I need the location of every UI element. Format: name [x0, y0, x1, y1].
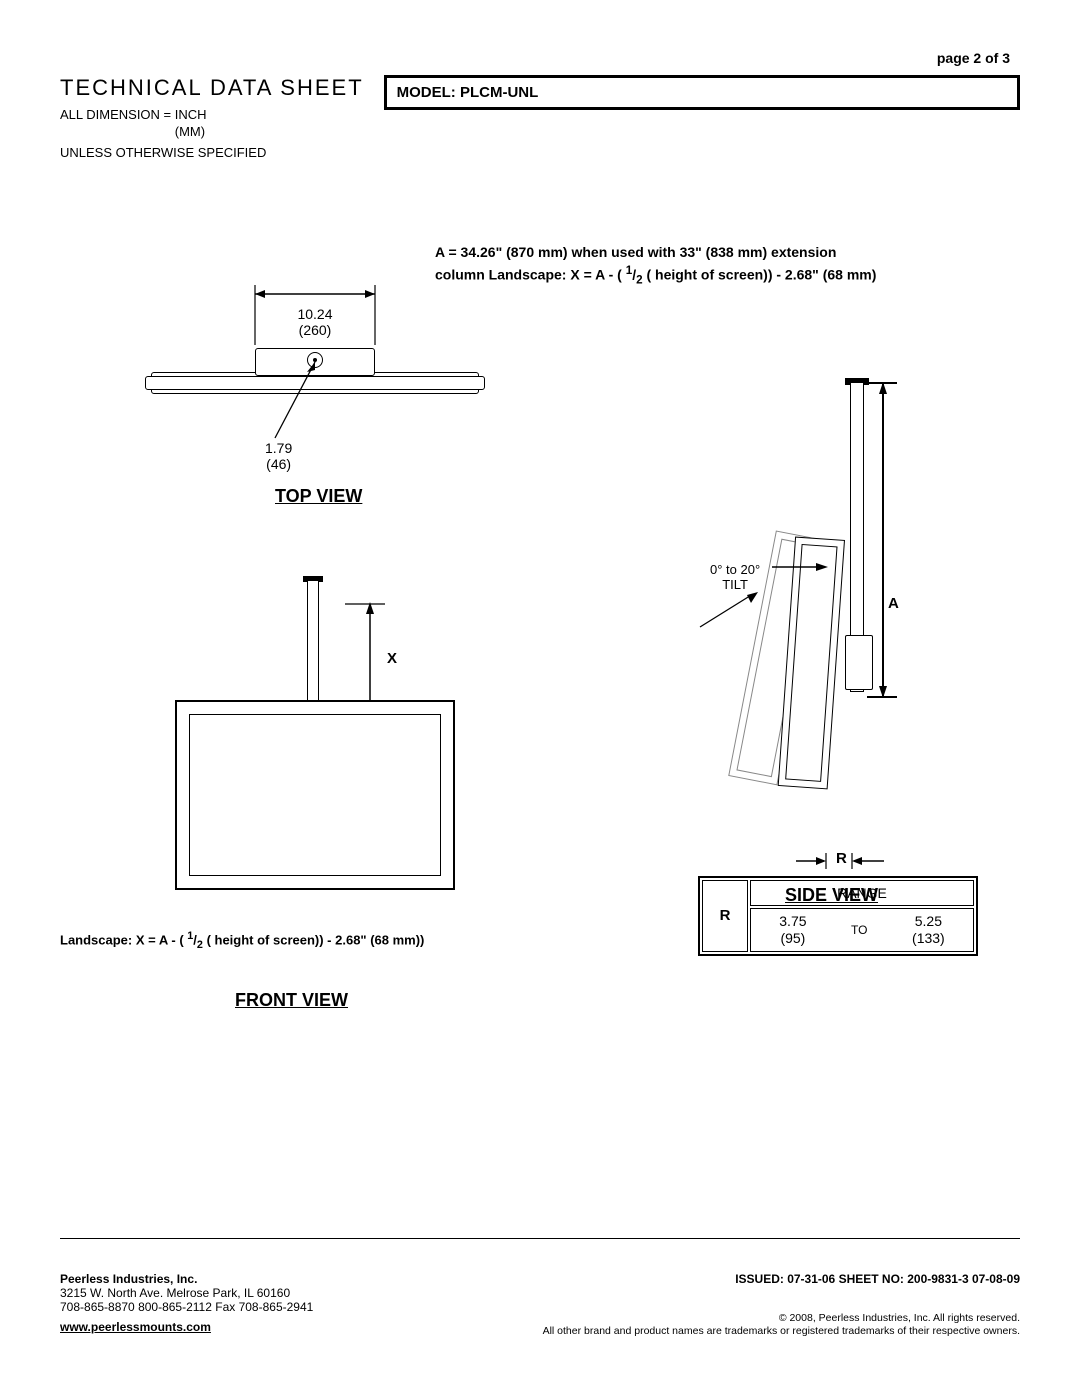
- tilt-text: TILT: [722, 577, 748, 592]
- tilt-label: 0° to 20° TILT: [710, 562, 760, 592]
- note-line1: A = 34.26" (870 mm) when used with 33" (…: [435, 244, 836, 260]
- x-label: X: [387, 650, 397, 667]
- dim-prefix: ALL DIMENSION =: [60, 107, 175, 122]
- frac-num: 1: [187, 930, 193, 942]
- dim-arrow-icon: [875, 382, 891, 702]
- footer-left: Peerless Industries, Inc. 3215 W. North …: [60, 1272, 313, 1339]
- top-view-label: TOP VIEW: [275, 486, 362, 507]
- footer-right: ISSUED: 07-31-06 SHEET NO: 200-9831-3 07…: [543, 1272, 1020, 1339]
- landscape-note: Landscape: X = A - ( 1/2 ( height of scr…: [60, 930, 530, 951]
- range-low-in: 3.75: [779, 913, 806, 929]
- footer: Peerless Industries, Inc. 3215 W. North …: [60, 1272, 1020, 1339]
- side-view: 0° to 20° TILT A: [660, 380, 990, 940]
- landscape-b: ( height of screen)) - 2.68" (68 mm)): [203, 932, 424, 947]
- top-view: 10.24 (260) 1.79 (46) TOP VIEW: [145, 290, 485, 510]
- range-low-mm: (95): [780, 930, 805, 946]
- range-values-cell: 3.75(95) TO 5.25(133): [750, 908, 974, 952]
- front-view: X: [155, 580, 475, 960]
- header-row: TECHNICAL DATA SHEET ALL DIMENSION = INC…: [60, 75, 1020, 160]
- note-line2a: column Landscape: X = A - (: [435, 266, 626, 282]
- tilt-deg: 0° to 20°: [710, 562, 760, 577]
- dim-arrow-icon: [772, 558, 832, 576]
- copy1: © 2008, Peerless Industries, Inc. All ri…: [779, 1312, 1020, 1324]
- top-dim-upper-mm: (260): [299, 322, 332, 338]
- top-dim-lower: 1.79 (46): [265, 440, 292, 472]
- a-note: A = 34.26" (870 mm) when used with 33" (…: [435, 243, 955, 288]
- range-high-mm: (133): [912, 930, 945, 946]
- range-high-in: 5.25: [915, 913, 942, 929]
- model-box: MODEL: PLCM-UNL: [384, 75, 1020, 110]
- leader-line-icon: [265, 362, 365, 442]
- leader-arrow-icon: [698, 592, 768, 632]
- r-label: R: [836, 850, 847, 867]
- company-addr: 3215 W. North Ave. Melrose Park, IL 6016…: [60, 1286, 290, 1300]
- range-high: 5.25(133): [912, 913, 945, 947]
- unless-label: UNLESS OTHERWISE SPECIFIED: [60, 145, 364, 160]
- side-bracket: [845, 635, 873, 690]
- top-dim-lower-mm: (46): [266, 456, 291, 472]
- front-column: [307, 580, 319, 710]
- top-dim-upper: 10.24 (260): [245, 285, 385, 338]
- copyright: © 2008, Peerless Industries, Inc. All ri…: [543, 1312, 1020, 1339]
- dim-arrow-icon: [245, 285, 385, 303]
- note-line2b: ( height of screen)) - 2.68" (68 mm): [643, 266, 877, 282]
- a-label: A: [888, 595, 899, 612]
- copy2: All other brand and product names are tr…: [543, 1325, 1020, 1337]
- company-phones: 708-865-8870 800-865-2112 Fax 708-865-29…: [60, 1300, 313, 1314]
- range-row-label: R: [702, 880, 748, 952]
- issued-sheet: ISSUED: 07-31-06 SHEET NO: 200-9831-3 07…: [735, 1272, 1020, 1286]
- front-view-label: FRONT VIEW: [235, 990, 348, 1011]
- dim-mm: (MM): [175, 124, 205, 139]
- front-screen: [175, 700, 455, 890]
- range-table: R RANGE 3.75(95) TO 5.25(133): [698, 876, 978, 956]
- top-dim-lower-in: 1.79: [265, 440, 292, 456]
- title: TECHNICAL DATA SHEET: [60, 75, 364, 101]
- footer-rule: [60, 1238, 1020, 1239]
- top-dim-upper-in: 10.24: [297, 306, 332, 322]
- dimension-label: ALL DIMENSION = INCH (MM): [60, 107, 364, 141]
- landscape-a: Landscape: X = A - (: [60, 932, 187, 947]
- range-header: RANGE: [750, 880, 974, 906]
- drawing-area: 10.24 (260) 1.79 (46) TOP VIEW: [60, 290, 1020, 1060]
- company-name: Peerless Industries, Inc.: [60, 1272, 197, 1286]
- dim-inch: INCH: [175, 107, 207, 122]
- frac-num: 1: [626, 264, 632, 277]
- range-low: 3.75(95): [779, 913, 806, 947]
- company-url-link[interactable]: www.peerlessmounts.com: [60, 1320, 211, 1334]
- range-to: TO: [851, 923, 867, 937]
- page-number: page 2 of 3: [937, 50, 1010, 66]
